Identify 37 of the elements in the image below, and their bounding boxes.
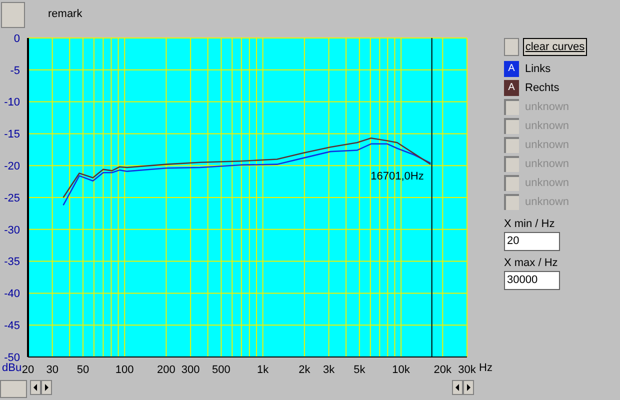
- text: 20: [504, 232, 560, 251]
- y-tick-label: -15: [4, 128, 20, 141]
- legend-label: Rechts: [525, 82, 560, 94]
- y-tick-label: -50: [4, 352, 20, 364]
- y-tick-label: -20: [4, 160, 20, 173]
- y-tick-label: -30: [4, 224, 20, 236]
- text: remark: [48, 8, 82, 20]
- x-tick-label: 20k: [434, 364, 452, 376]
- x-tick-label: 5k: [354, 364, 366, 376]
- x-tick-label: 3k: [322, 364, 336, 376]
- y-tick-label: -5: [10, 64, 20, 77]
- text: X min / Hz: [504, 218, 555, 230]
- x-tick-label: 300: [181, 364, 200, 376]
- x-tick-label: 500: [212, 364, 230, 376]
- x-tick-label: 100: [115, 364, 134, 376]
- text: clear curves: [523, 38, 587, 56]
- x-tick-label: 30k: [458, 364, 476, 376]
- text: 30000: [504, 271, 560, 290]
- y-tick-label: -25: [4, 192, 20, 204]
- x-tick-label: 30: [46, 364, 58, 376]
- x-tick-label: 200: [157, 364, 176, 376]
- y-tick-label: -35: [4, 256, 20, 268]
- x-axis-title: Hz: [479, 362, 492, 374]
- y-tick-label: -40: [4, 288, 20, 300]
- y-tick-label: -10: [4, 96, 20, 109]
- y-tick-label: -45: [4, 320, 20, 332]
- x-tick-label: 20: [22, 364, 34, 376]
- x-tick-label: 1k: [257, 364, 270, 376]
- x-tick-label: 10k: [392, 364, 410, 376]
- text: A: [504, 80, 519, 96]
- x-tick-label: 50: [76, 364, 90, 376]
- x-tick-label: 2k: [298, 364, 311, 376]
- y-axis-title: dBu: [2, 362, 22, 374]
- text: A: [504, 60, 519, 76]
- text: X max / Hz: [504, 257, 558, 269]
- legend-label: Links: [525, 62, 551, 74]
- y-tick-label: 0: [14, 32, 20, 45]
